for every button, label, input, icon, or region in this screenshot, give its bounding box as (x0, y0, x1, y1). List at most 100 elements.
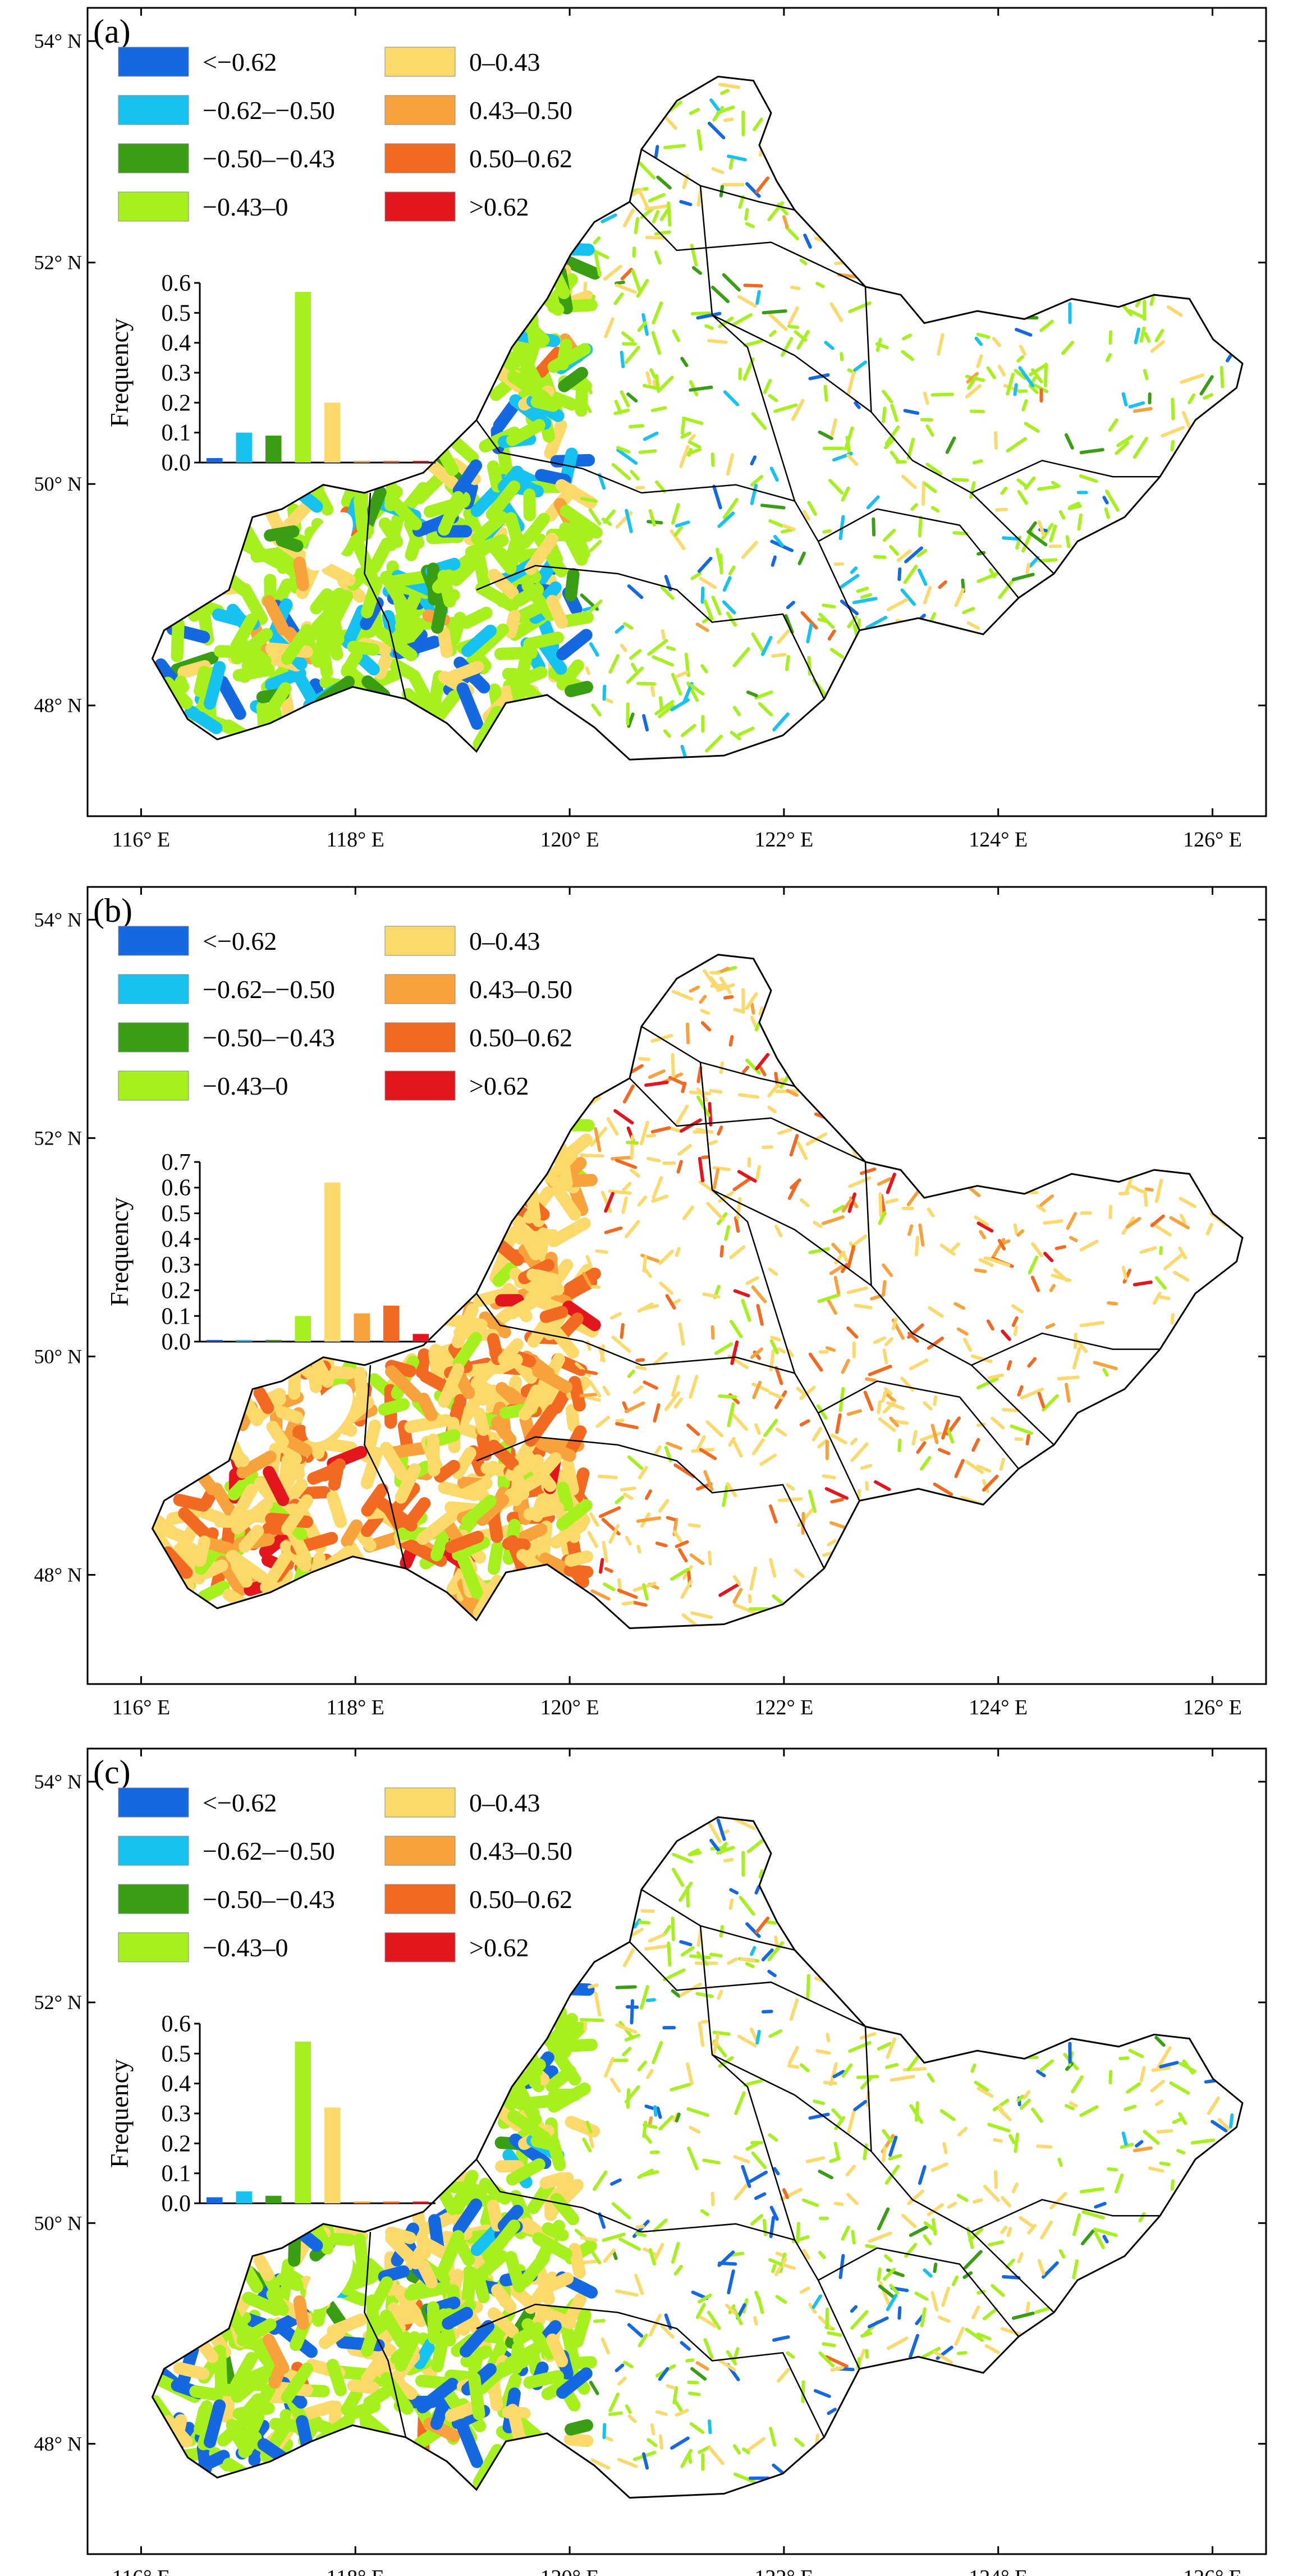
map-cell (461, 624, 497, 657)
map-cell (615, 283, 638, 294)
map-cell (822, 1474, 836, 1480)
map-cell (824, 1487, 849, 1500)
lat-tick-label: 48° N (34, 2432, 82, 2455)
map-cell (610, 2078, 621, 2093)
map-cell (512, 583, 544, 607)
map-cell (700, 2209, 709, 2216)
map-cell (827, 1539, 837, 1546)
map-cell (942, 2142, 948, 2154)
map-cell (604, 2436, 613, 2442)
map-cell (1093, 2227, 1118, 2237)
map-cell (829, 2062, 838, 2087)
lon-tick-label: 120° E (540, 2566, 599, 2576)
map-cell (1036, 2069, 1046, 2078)
map-cell (709, 1838, 722, 1855)
map-cell (630, 662, 638, 672)
map-cell (923, 585, 932, 605)
map-cell (866, 495, 880, 510)
map-cell (604, 1567, 613, 1573)
map-cell (642, 1255, 648, 1273)
map-cell (259, 1527, 296, 1558)
map-cell (763, 1419, 778, 1438)
legend-label: −0.43–0 (203, 1933, 288, 1962)
map-cell (1024, 422, 1040, 433)
hist-y-tick-label: 0.4 (162, 331, 191, 356)
map-cell (611, 463, 631, 481)
map-cell (442, 2307, 473, 2330)
map-cell (645, 2069, 654, 2079)
map-cell (1154, 1276, 1167, 1290)
map-cell (904, 546, 923, 564)
map-cell (831, 2108, 843, 2121)
legend-label: 0–0.43 (469, 48, 540, 76)
map-cell (717, 511, 735, 528)
map-cell (668, 1126, 682, 1133)
map-cell (947, 2202, 957, 2209)
map-cell (460, 606, 493, 629)
map-cell (700, 1021, 712, 1032)
map-cell (762, 309, 787, 315)
map-cell (1108, 330, 1113, 345)
map-cell (689, 1553, 705, 1566)
map-cell (782, 2188, 789, 2199)
map-cell (1134, 327, 1140, 345)
map-cell (901, 2213, 917, 2229)
lon-tick-label: 124° E (969, 1696, 1028, 1719)
hist-y-tick-label: 0.1 (162, 2161, 191, 2187)
map-cell (799, 2286, 810, 2294)
map-cell (696, 1095, 711, 1118)
map-cell (703, 2338, 714, 2359)
map-cell (966, 2226, 974, 2249)
map-cell (675, 1540, 689, 1548)
map-cell (817, 1439, 828, 1449)
map-cell (504, 610, 521, 639)
map-cell (184, 705, 223, 734)
map-cell (395, 1463, 421, 1504)
hist-y-tick-label: 0.0 (162, 1329, 191, 1355)
map-cell (487, 2199, 504, 2232)
map-cell (597, 1475, 618, 1479)
map-cell (662, 1968, 686, 1982)
map-cell (642, 1583, 649, 1601)
legend-swatch (384, 974, 456, 1004)
map-cell (826, 1297, 837, 1315)
hist-bar (207, 458, 223, 463)
map-cell (860, 1463, 873, 1470)
map-cell (216, 675, 246, 720)
map-cell (878, 1417, 896, 1432)
map-cell (832, 1205, 845, 1214)
map-cell (1154, 329, 1164, 342)
map-cell (675, 520, 690, 528)
map-outline (151, 1816, 1244, 2499)
lat-tick-label: 54° N (34, 1770, 82, 1793)
map-cell (860, 593, 873, 599)
map-cell (686, 1022, 690, 1045)
map-cell (616, 446, 631, 454)
map-cell (686, 1423, 700, 1436)
hist-bar (383, 2202, 400, 2203)
map-cell (906, 2053, 921, 2071)
admin-boundary (699, 1062, 796, 1374)
admin-boundary (818, 2247, 1019, 2337)
map-cell (413, 2338, 437, 2369)
map-cell (933, 2350, 953, 2364)
map-cell (648, 1933, 666, 1943)
map-cell (733, 1008, 744, 1013)
map-cell (487, 2307, 519, 2339)
map-cell (978, 1258, 994, 1267)
map-cell (1102, 1368, 1109, 1377)
map-cell (1150, 2079, 1165, 2093)
map-cell (1144, 1187, 1154, 1192)
map-cell (1006, 437, 1027, 453)
map-cell (675, 1247, 681, 1257)
map-cell (672, 1298, 681, 1305)
map-cell (728, 158, 734, 170)
map-cell (777, 1347, 786, 1354)
map-cell (603, 509, 616, 524)
map-cell (632, 1385, 644, 1394)
map-cell (897, 2306, 902, 2320)
map-cell (615, 625, 625, 634)
map-cell (882, 2145, 887, 2163)
hist-bar (412, 1334, 429, 1342)
map-cell (1008, 2134, 1016, 2144)
